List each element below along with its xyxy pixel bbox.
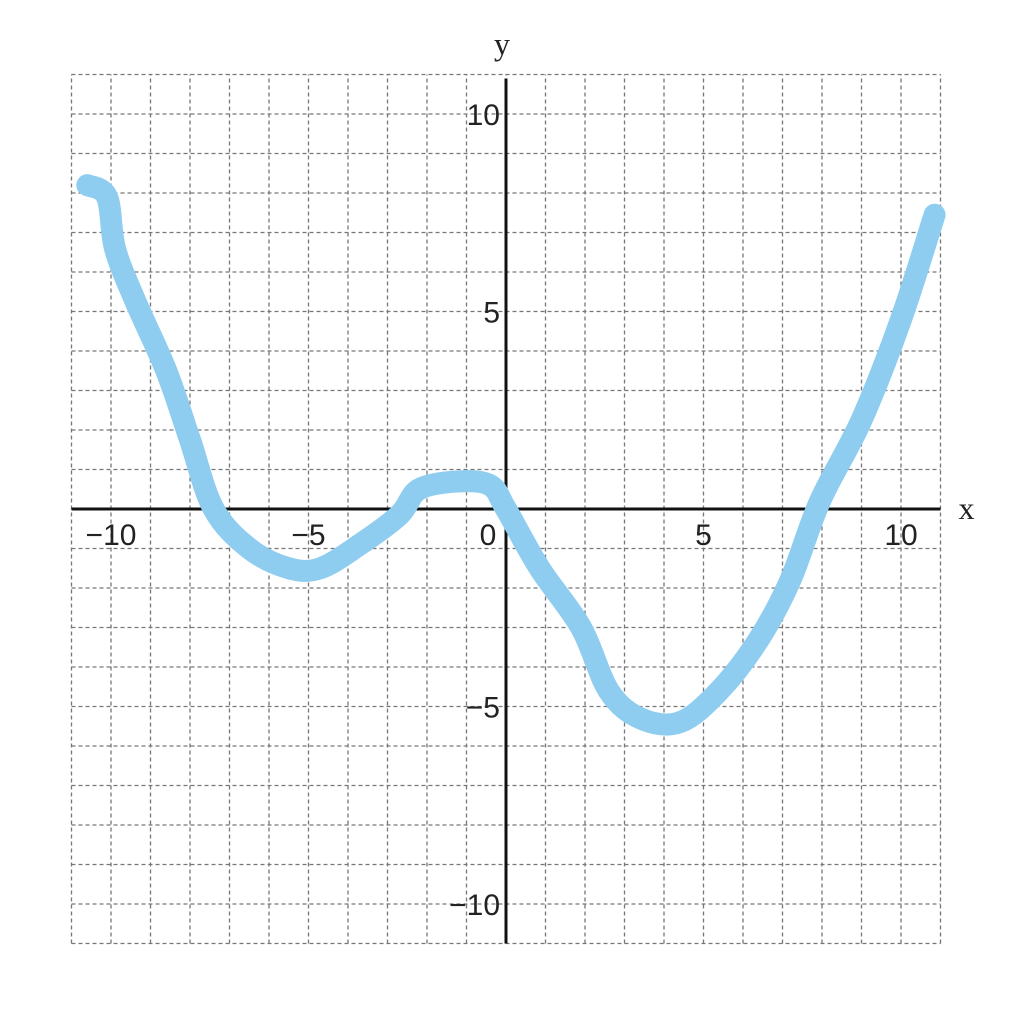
- x-tick-label: 10: [884, 519, 917, 552]
- x-axis-label: x: [959, 490, 975, 526]
- x-tick-label: 5: [695, 519, 712, 552]
- x-tick-label: 0: [480, 519, 497, 552]
- tick-labels: −10 −5 0 5 10 10 5 −5 −10: [86, 99, 918, 922]
- series: [76, 174, 946, 736]
- y-tick-label: −5: [466, 692, 500, 725]
- function-curve: [76, 174, 946, 736]
- y-tick-label: −10: [449, 889, 500, 922]
- x-tick-label: −5: [291, 519, 325, 552]
- y-tick-label: 10: [467, 99, 500, 132]
- y-axis-label: y: [494, 26, 510, 62]
- x-tick-label: −10: [86, 519, 137, 552]
- y-tick-label: 5: [483, 297, 500, 330]
